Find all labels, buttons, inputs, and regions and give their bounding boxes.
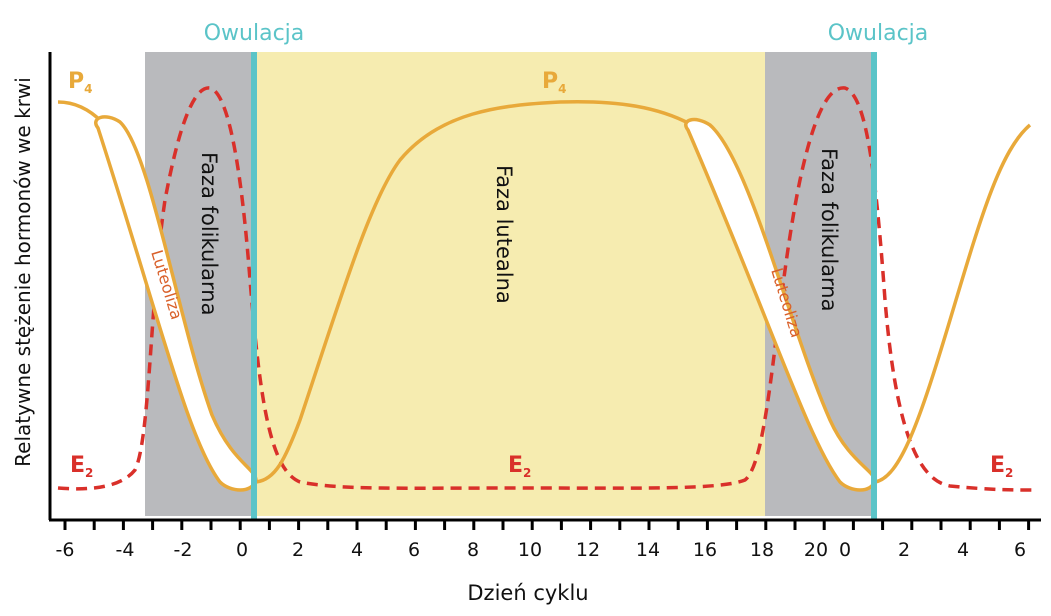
follicular-phase-right-label: Faza folikularna xyxy=(817,148,841,311)
x-tick-label: 8 xyxy=(467,539,479,561)
x-tick-label: 2 xyxy=(292,539,304,561)
ovulation-line-left xyxy=(251,52,257,520)
p4-label-center: P4 xyxy=(542,69,566,96)
x-tick-label: 18 xyxy=(750,539,774,561)
x-tick-label: 12 xyxy=(576,539,600,561)
e2-curve xyxy=(57,86,1036,492)
x-tick-label: -2 xyxy=(174,539,193,561)
x-tick-label: 10 xyxy=(518,539,542,561)
follicular-phase-left-label: Faza folikularna xyxy=(197,152,221,315)
x-axis-label: Dzień cyklu xyxy=(467,581,588,605)
x-tick-label: 0 xyxy=(236,539,248,561)
e2-label-center: E2 xyxy=(508,453,531,480)
x-tick-label: -6 xyxy=(56,539,75,561)
luteal-phase-region xyxy=(257,52,765,516)
p4-curve xyxy=(57,99,1032,492)
e2-label-left: E2 xyxy=(70,453,93,480)
y-axis-label: Relatywne stężenie hormonów we krwi xyxy=(11,77,35,467)
luteolysis-band-left xyxy=(94,115,258,492)
luteal-phase-label: Faza lutealna xyxy=(492,165,516,304)
x-tick-label: 2 xyxy=(898,539,910,561)
x-tick-label: 16 xyxy=(693,539,717,561)
ovulation-label-left: Owulacja xyxy=(204,21,305,46)
x-tick-label: 6 xyxy=(1014,539,1026,561)
x-ticks: -6 -4 -2 0 2 4 6 8 10 12 14 16 18 20 0 2 4 6 xyxy=(56,520,1031,561)
x-tick-label: 20 xyxy=(804,539,828,561)
x-tick-label: 14 xyxy=(636,539,660,561)
luteolysis-band-right xyxy=(684,117,877,492)
x-tick-label: 0 xyxy=(839,539,851,561)
p4-label-left: P4 xyxy=(68,69,92,96)
x-tick-label: 4 xyxy=(351,539,363,561)
x-tick-label: -4 xyxy=(116,539,135,561)
e2-label-right: E2 xyxy=(990,453,1013,480)
x-tick-label: 6 xyxy=(408,539,420,561)
ovulation-label-right: Owulacja xyxy=(828,21,929,46)
x-tick-label: 4 xyxy=(957,539,969,561)
ovulation-line-right xyxy=(871,52,877,520)
